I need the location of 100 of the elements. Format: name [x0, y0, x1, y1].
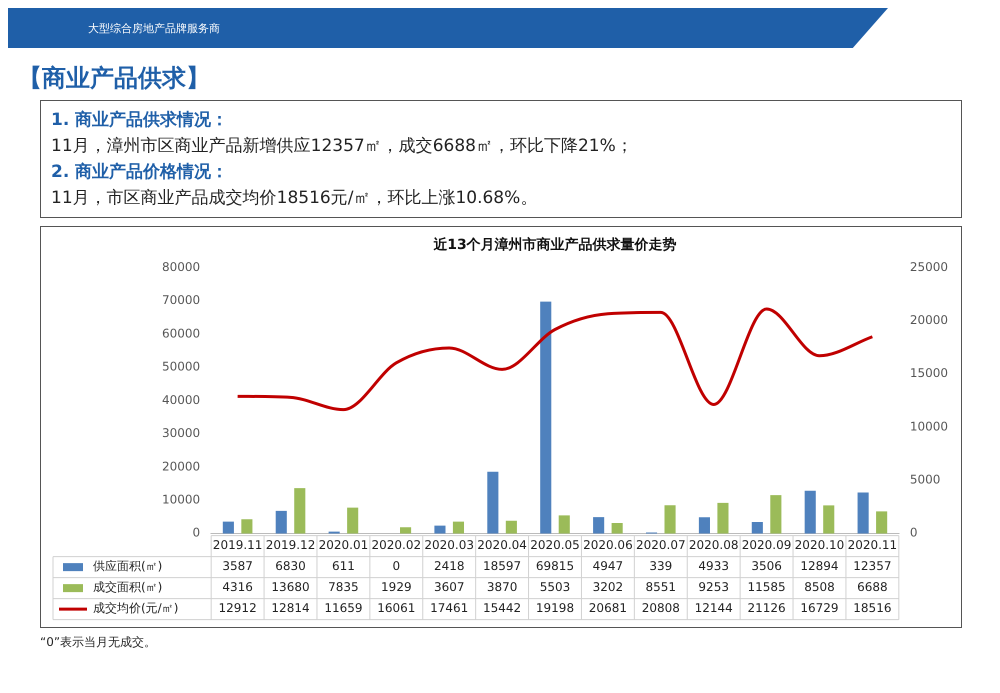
line-series [236, 307, 874, 412]
bar [804, 490, 816, 534]
bar [452, 522, 464, 534]
data-label: 13680 [271, 580, 310, 594]
bar [717, 502, 728, 534]
bar [698, 517, 710, 534]
bar [540, 302, 552, 534]
data-label: 19198 [536, 601, 574, 616]
text: 1. 商业产品供求情况： [51, 109, 230, 132]
data-label: 7835 [328, 580, 359, 594]
data-label: 1929 [381, 580, 412, 594]
data-label: 6830 [275, 559, 306, 574]
y-tick-label: 0 [192, 526, 200, 540]
x-tick-label: 2020.06 [583, 538, 633, 552]
data-label: 8551 [646, 580, 676, 594]
y-tick-label: 20000 [162, 459, 200, 474]
chart-title: 近13个月漳州市商业产品供求量价走势 [432, 236, 677, 254]
data-label: 0 [392, 559, 400, 574]
data-label: 11659 [324, 601, 363, 616]
y-tick-label: 60000 [162, 326, 200, 340]
x-tick-label: 2020.11 [848, 538, 898, 552]
bar [347, 508, 358, 534]
bar [876, 511, 888, 534]
data-label: 3202 [592, 580, 624, 594]
x-tick-label: 2020.05 [530, 538, 580, 552]
data-label: 5503 [540, 580, 570, 594]
y2-tick-label: 25000 [910, 260, 948, 274]
y2-tick-label: 15000 [910, 366, 948, 380]
data-label: 16729 [800, 601, 839, 616]
text: 2. 商业产品价格情况： [51, 161, 230, 184]
x-tick-label: 2020.09 [742, 538, 792, 552]
data-label: 8508 [804, 580, 835, 594]
data-label: 3870 [486, 580, 518, 594]
data-label: 20681 [588, 601, 627, 616]
y-tick-label: 70000 [162, 293, 200, 308]
bar [858, 492, 869, 534]
text: “0”表示当月无成交。 [40, 634, 158, 651]
x-tick-label: 2020.01 [318, 538, 368, 552]
bar [752, 522, 763, 534]
bar [506, 520, 517, 534]
text: 11月，漳州市区商业产品新增供应12357㎡，成交6688㎡，环比下降21%； [51, 135, 634, 158]
x-tick-label: 2020.07 [636, 538, 686, 552]
y-tick-label: 50000 [162, 360, 200, 374]
x-tick-label: 2020.08 [688, 538, 738, 552]
bar [276, 510, 287, 534]
bar [487, 472, 498, 534]
legend-label: 成交均价(元/㎡) [93, 601, 178, 616]
text: 大型综合房地产品牌服务商 [8, 8, 888, 48]
data-label: 12814 [271, 601, 310, 616]
bar [612, 522, 623, 534]
data-label: 12144 [694, 601, 733, 616]
y2-tick-label: 10000 [910, 419, 948, 434]
bar [593, 517, 604, 534]
y-tick-label: 10000 [162, 492, 200, 506]
data-label: 3506 [751, 559, 782, 574]
data-label: 3587 [222, 559, 253, 574]
data-label: 4316 [222, 580, 253, 594]
bar [400, 527, 412, 534]
legend-label: 供应面积(㎡) [93, 559, 162, 574]
data-label: 21126 [747, 601, 786, 616]
x-tick-label: 2020.03 [424, 538, 474, 552]
data-label: 16061 [377, 601, 416, 616]
data-label: 9253 [698, 580, 729, 594]
y2-tick-label: 0 [910, 526, 918, 540]
data-label: 4947 [592, 559, 624, 574]
data-label: 3607 [434, 580, 464, 594]
data-label: 12894 [800, 559, 839, 574]
data-label: 17461 [430, 601, 468, 616]
x-tick-label: 2020.10 [794, 538, 844, 552]
legend-label: 成交面积(㎡) [93, 580, 162, 594]
bar [664, 505, 676, 534]
y-tick-label: 40000 [162, 392, 200, 407]
data-label: 4933 [698, 559, 729, 574]
data-label: 339 [649, 559, 672, 574]
data-label: 18516 [853, 601, 892, 616]
data-label: 12357 [853, 559, 892, 574]
bar [434, 526, 446, 534]
x-tick-label: 2019.11 [212, 538, 262, 552]
x-tick-label: 2020.04 [477, 538, 527, 552]
y-tick-label: 80000 [162, 260, 200, 274]
bar [770, 495, 782, 534]
data-label: 18597 [483, 559, 522, 574]
bar [823, 505, 834, 534]
y-tick-label: 30000 [162, 426, 200, 440]
y2-tick-label: 5000 [910, 472, 940, 487]
data-label: 6688 [857, 580, 888, 594]
data-label: 611 [332, 559, 355, 574]
x-tick-label: 2020.02 [372, 538, 422, 552]
text: 11月，市区商业产品成交均价18516元/㎡，环比上涨10.68%。 [51, 187, 538, 210]
text: 【商业产品供求】 [18, 63, 211, 94]
data-label: 12912 [218, 601, 257, 616]
bar [294, 488, 306, 534]
data-label: 11585 [747, 580, 786, 594]
data-label: 15442 [483, 601, 522, 616]
y2-tick-label: 20000 [910, 313, 948, 328]
bar [558, 515, 570, 534]
data-label: 69815 [536, 559, 574, 574]
x-tick-label: 2019.12 [266, 538, 316, 552]
bar [241, 519, 252, 534]
data-label: 2418 [434, 559, 464, 574]
